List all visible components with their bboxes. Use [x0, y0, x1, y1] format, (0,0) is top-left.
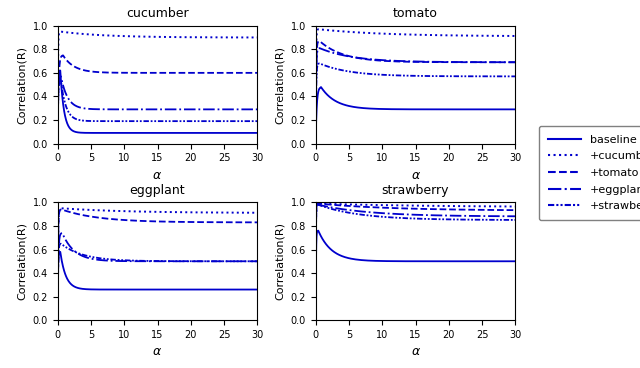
- Y-axis label: Correlation(R): Correlation(R): [275, 222, 285, 300]
- X-axis label: $\alpha$: $\alpha$: [152, 169, 163, 182]
- X-axis label: $\alpha$: $\alpha$: [152, 346, 163, 358]
- Title: tomato: tomato: [393, 7, 438, 21]
- Title: strawberry: strawberry: [382, 184, 449, 197]
- Y-axis label: Correlation(R): Correlation(R): [17, 222, 27, 300]
- X-axis label: $\alpha$: $\alpha$: [410, 169, 420, 182]
- X-axis label: $\alpha$: $\alpha$: [410, 346, 420, 358]
- Legend: baseline, +cucumber, +tomato, +eggplant, +strawberry: baseline, +cucumber, +tomato, +eggplant,…: [539, 126, 640, 220]
- Y-axis label: Correlation(R): Correlation(R): [275, 46, 285, 124]
- Title: cucumber: cucumber: [126, 7, 189, 21]
- Title: eggplant: eggplant: [130, 184, 186, 197]
- Y-axis label: Correlation(R): Correlation(R): [17, 46, 27, 124]
